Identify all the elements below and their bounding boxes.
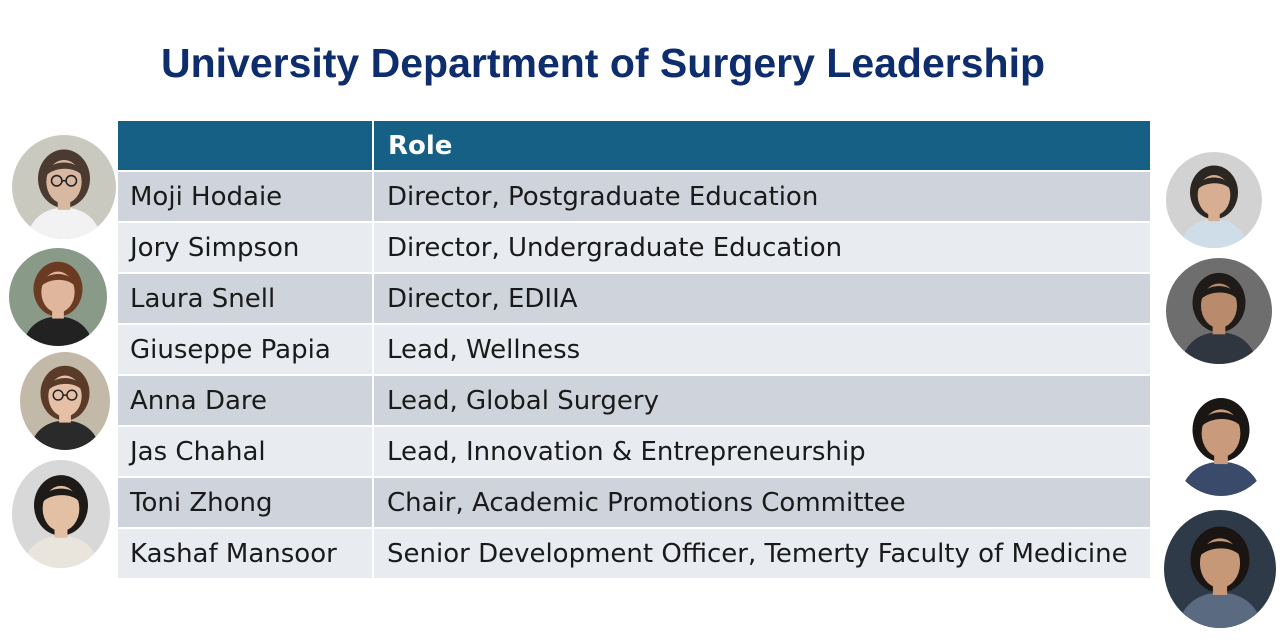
leader-role: Director, Undergraduate Education (373, 221, 1150, 273)
person-photo-icon (12, 460, 110, 568)
portrait-right-4 (1164, 510, 1276, 628)
person-photo-icon (1166, 258, 1272, 364)
table-row: Moji Hodaie Director, Postgraduate Educa… (118, 170, 1150, 222)
table-row: Jory Simpson Director, Undergraduate Edu… (118, 221, 1150, 273)
portrait-left-3 (20, 352, 110, 450)
table-row: Toni Zhong Chair, Academic Promotions Co… (118, 476, 1150, 528)
person-photo-icon (1164, 510, 1276, 628)
leader-role: Director, EDIIA (373, 272, 1150, 324)
leader-role: Lead, Innovation & Entrepreneurship (373, 425, 1150, 477)
table-row: Anna Dare Lead, Global Surgery (118, 374, 1150, 426)
leader-name: Kashaf Mansoor (118, 527, 374, 578)
portrait-right-3 (1168, 382, 1274, 496)
leader-name: Laura Snell (118, 272, 374, 324)
leader-role: Lead, Wellness (373, 323, 1150, 375)
person-photo-icon (9, 248, 107, 346)
portrait-left-4 (12, 460, 110, 568)
table-header-row: Role (118, 121, 1150, 171)
leader-name: Jory Simpson (118, 221, 374, 273)
header-role-column: Role (373, 121, 1150, 171)
portrait-left-1 (12, 135, 116, 239)
person-photo-icon (1166, 152, 1262, 248)
person-photo-icon (1168, 382, 1274, 496)
portrait-right-2 (1166, 258, 1272, 364)
portrait-left-2 (9, 248, 107, 346)
table-row: Jas Chahal Lead, Innovation & Entreprene… (118, 425, 1150, 477)
leader-name: Anna Dare (118, 374, 374, 426)
leader-role: Senior Development Officer, Temerty Facu… (373, 527, 1150, 578)
header-name-column (118, 121, 374, 171)
leader-role: Lead, Global Surgery (373, 374, 1150, 426)
table-row: Giuseppe Papia Lead, Wellness (118, 323, 1150, 375)
leader-name: Giuseppe Papia (118, 323, 374, 375)
person-photo-icon (12, 135, 116, 239)
leadership-table: Role Moji Hodaie Director, Postgraduate … (118, 121, 1150, 578)
page-title: University Department of Surgery Leaders… (160, 40, 1046, 86)
leader-name: Toni Zhong (118, 476, 374, 528)
portrait-right-1 (1166, 152, 1262, 248)
leader-name: Moji Hodaie (118, 170, 374, 222)
leader-role: Chair, Academic Promotions Committee (373, 476, 1150, 528)
leader-role: Director, Postgraduate Education (373, 170, 1150, 222)
table-row: Laura Snell Director, EDIIA (118, 272, 1150, 324)
person-photo-icon (20, 352, 110, 450)
table-row: Kashaf Mansoor Senior Development Office… (118, 527, 1150, 578)
leader-name: Jas Chahal (118, 425, 374, 477)
